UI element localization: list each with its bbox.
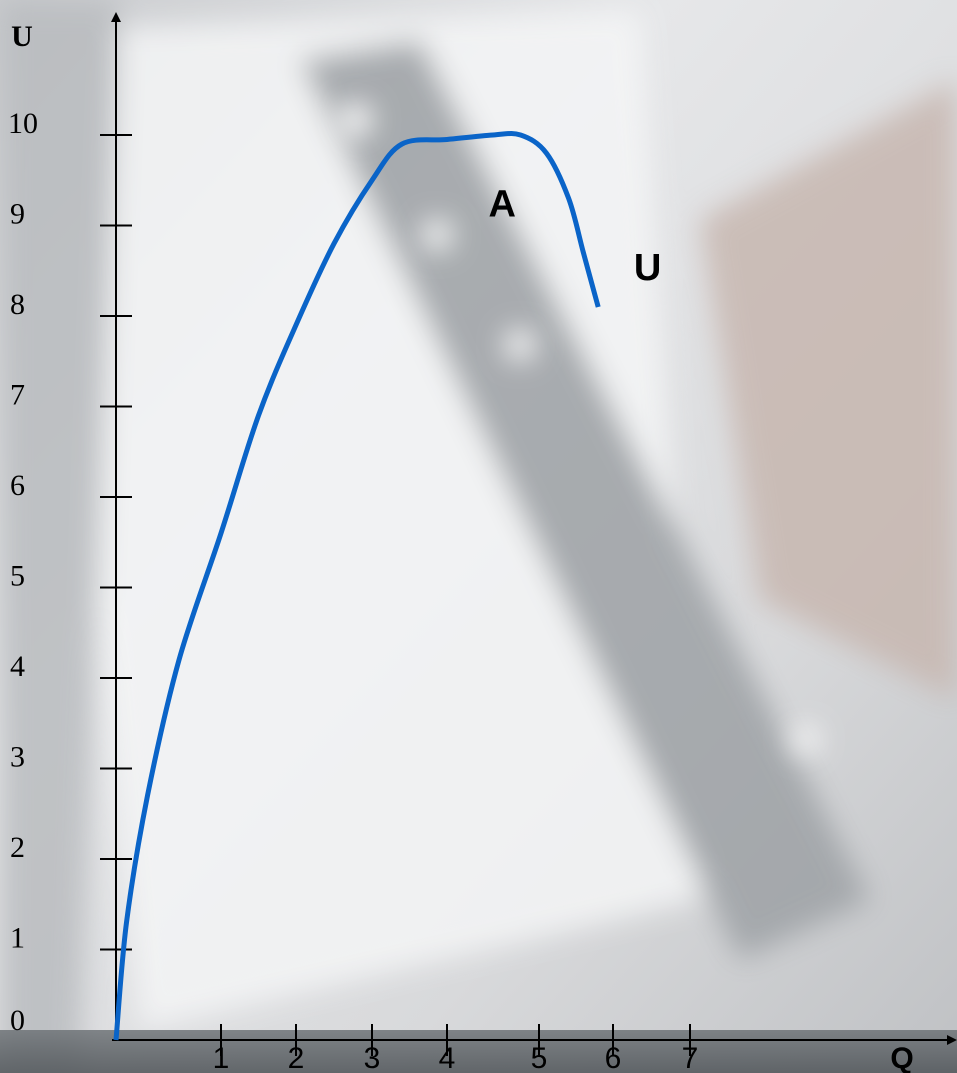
x-tick-label: 5 [531, 1042, 548, 1073]
y-tick-label: 9 [10, 198, 25, 231]
y-tick-label: 8 [10, 288, 25, 321]
y-axis-title: U [11, 20, 33, 53]
x-tick-label: 1 [213, 1042, 230, 1073]
y-tick-label: 2 [10, 831, 25, 864]
y-axis-ticks: 0 1 2 3 4 5 6 7 8 9 10 [8, 107, 132, 1037]
series-layer [113, 130, 601, 1041]
y-tick-label: 7 [10, 379, 25, 412]
x-axis-title: Q [890, 1042, 913, 1073]
total-utility-curve [113, 130, 601, 1041]
y-tick-label: 5 [10, 560, 25, 593]
x-tick-label: 3 [364, 1042, 381, 1073]
annotations-layer: AU [488, 183, 661, 288]
x-tick-label: 6 [605, 1042, 622, 1073]
x-tick-label: 7 [682, 1042, 699, 1073]
annotation-u: U [634, 247, 661, 289]
y-tick-label: 4 [10, 650, 25, 683]
x-tick-label: 4 [439, 1042, 456, 1073]
x-axis-ticks: 1 2 3 4 5 6 7 [213, 1024, 699, 1073]
y-tick-label: 3 [10, 741, 25, 774]
y-tick-label: 1 [10, 922, 25, 955]
x-tick-label: 2 [288, 1042, 305, 1073]
y-tick-label: 0 [10, 1004, 25, 1037]
y-tick-label: 10 [8, 107, 38, 140]
y-tick-label: 6 [10, 469, 25, 502]
annotation-a: A [488, 183, 515, 225]
